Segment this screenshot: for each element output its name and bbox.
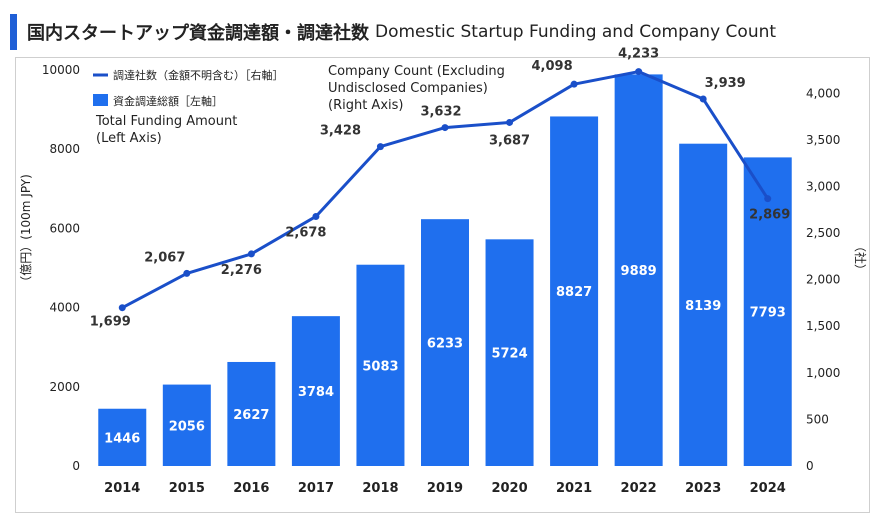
x-tick-label: 2023 xyxy=(685,481,721,496)
bar-value-label: 6233 xyxy=(427,337,463,352)
y-right-tick-label: 2,500 xyxy=(806,226,840,240)
x-tick-label: 2015 xyxy=(169,481,205,496)
bar-value-label: 2627 xyxy=(233,408,269,423)
x-tick-label: 2024 xyxy=(750,481,786,496)
bar-value-label: 3784 xyxy=(298,385,334,400)
chart-frame xyxy=(15,57,870,513)
bar-value-label: 7793 xyxy=(750,306,786,321)
line-value-label: 3,687 xyxy=(489,133,530,148)
bar xyxy=(743,157,792,466)
y-left-tick-label: 10000 xyxy=(42,63,80,77)
x-tick-label: 2014 xyxy=(104,481,140,496)
y-left-tick-label: 6000 xyxy=(49,221,80,235)
bar xyxy=(227,361,276,466)
y-left-tick-label: 2000 xyxy=(49,380,80,394)
line-value-label: 3,632 xyxy=(420,105,461,120)
y-left-tick-label: 0 xyxy=(72,459,80,473)
bar xyxy=(421,219,469,466)
x-tick-label: 2020 xyxy=(491,481,527,496)
line-point xyxy=(183,269,191,277)
bar-value-label: 2056 xyxy=(169,419,205,434)
bar xyxy=(356,264,405,466)
line-value-label: 2,067 xyxy=(144,250,185,265)
bar xyxy=(98,408,147,466)
bar-value-label: 8827 xyxy=(556,285,592,300)
chart-title: 国内スタートアップ資金調達額・調達社数 Domestic Startup Fun… xyxy=(10,14,776,50)
line-point xyxy=(247,250,255,258)
y-right-tick-label: 3,500 xyxy=(806,133,840,147)
line-value-label: 4,098 xyxy=(532,59,573,74)
title-japanese: 国内スタートアップ資金調達額・調達社数 xyxy=(27,23,369,44)
line-value-label: 2,276 xyxy=(221,263,262,278)
line-point xyxy=(635,68,643,76)
legend-bar-label-en: Total Funding Amount xyxy=(95,114,237,129)
bar xyxy=(291,316,340,466)
line-value-label: 4,233 xyxy=(618,47,659,62)
x-tick-label: 2021 xyxy=(556,481,592,496)
x-tick-label: 2017 xyxy=(298,481,334,496)
y-right-axis-title: （社） xyxy=(853,240,868,276)
y-right-tick-label: 1,000 xyxy=(806,366,840,380)
x-tick-label: 2022 xyxy=(621,481,657,496)
line-value-label: 3,428 xyxy=(320,124,361,139)
line-value-label: 2,869 xyxy=(749,208,790,223)
line-point xyxy=(699,95,707,103)
legend-bar-label-ja: 資金調達総額［左軸］ xyxy=(113,94,223,108)
line-point xyxy=(118,304,126,312)
y-right-tick-label: 2,000 xyxy=(806,273,840,287)
bar xyxy=(162,384,211,466)
bar xyxy=(679,143,728,466)
y-left-tick-label: 4000 xyxy=(49,301,80,315)
line-point xyxy=(312,212,320,220)
bar xyxy=(485,239,534,466)
line-value-label: 3,939 xyxy=(705,76,746,91)
line-point xyxy=(441,124,449,132)
line-point xyxy=(506,118,514,126)
legend-bar-swatch xyxy=(93,94,108,106)
x-tick-label: 2019 xyxy=(427,481,463,496)
line-point xyxy=(570,80,578,88)
x-tick-label: 2016 xyxy=(233,481,269,496)
line-point xyxy=(376,143,384,151)
bar xyxy=(550,116,599,466)
title-english: Domestic Startup Funding and Company Cou… xyxy=(375,22,777,42)
bar-value-label: 9889 xyxy=(621,264,657,279)
line-point xyxy=(764,195,772,203)
y-left-tick-label: 8000 xyxy=(49,142,80,156)
bar-value-label: 5724 xyxy=(491,347,527,362)
bar-value-label: 5083 xyxy=(362,359,398,374)
line-value-label: 2,678 xyxy=(285,225,326,240)
bar-value-label: 1446 xyxy=(104,431,140,446)
legend-line-label-en: Undisclosed Companies) xyxy=(328,81,488,96)
legend-line-label-en: (Right Axis) xyxy=(328,98,403,113)
y-right-tick-label: 3,000 xyxy=(806,179,840,193)
y-right-tick-label: 4,000 xyxy=(806,86,840,100)
bar xyxy=(614,74,663,466)
y-left-axis-title: （億円）(100m JPY) xyxy=(19,174,33,288)
legend-line-label-ja: 調達社数（金額不明含む）［右軸］ xyxy=(113,68,284,82)
legend-bar-label-en: (Left Axis) xyxy=(96,131,162,146)
bar-value-label: 8139 xyxy=(685,299,721,314)
legend-line-label-en: Company Count (Excluding xyxy=(328,64,505,79)
y-right-tick-label: 1,500 xyxy=(806,319,840,333)
y-right-tick-label: 0 xyxy=(806,459,814,473)
x-tick-label: 2018 xyxy=(362,481,398,496)
line-value-label: 1,699 xyxy=(90,315,131,330)
y-right-tick-label: 500 xyxy=(806,412,829,426)
